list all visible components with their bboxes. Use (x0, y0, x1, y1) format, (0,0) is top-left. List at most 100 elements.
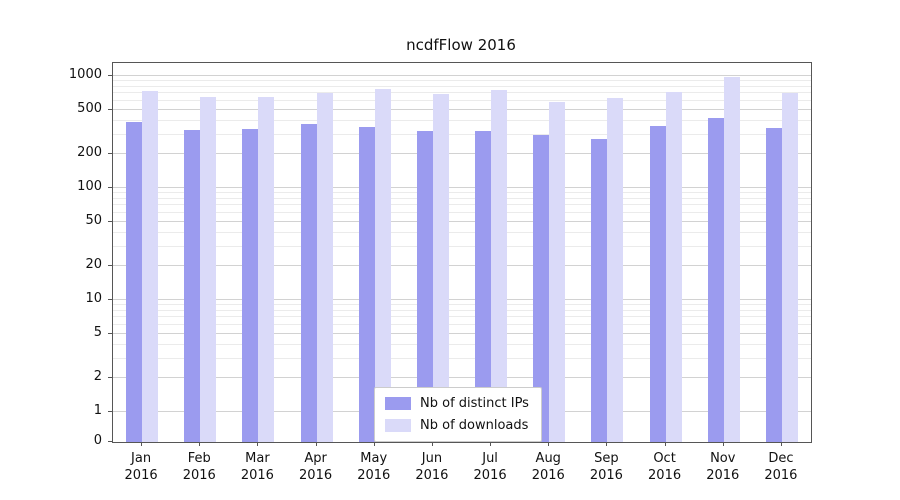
bar-distinct-ips (707, 118, 724, 442)
legend: Nb of distinct IPs Nb of downloads (374, 387, 542, 442)
y-tick-mark (108, 75, 112, 76)
y-tick-mark (108, 187, 112, 188)
x-tick-label: Dec 2016 (764, 451, 798, 483)
bar-downloads (549, 101, 566, 442)
y-tick-label: 5 (93, 324, 102, 340)
major-gridline (113, 299, 811, 300)
bar-downloads (781, 93, 798, 442)
major-gridline (113, 332, 811, 334)
x-tick-label: Jun 2016 (415, 451, 449, 483)
legend-label-distinct-ips: Nb of distinct IPs (420, 396, 529, 411)
x-tick-mark (199, 442, 201, 446)
minor-gridline (113, 309, 811, 311)
x-tick-label: Feb 2016 (182, 451, 216, 483)
chart-title: ncdfFlow 2016 (406, 36, 516, 54)
minor-gridline (113, 357, 811, 359)
y-tick-label: 100 (77, 179, 102, 194)
legend-label-downloads: Nb of downloads (420, 418, 529, 433)
bar-downloads (200, 96, 217, 442)
y-tick-label: 1 (93, 403, 102, 418)
minor-gridline (113, 343, 811, 345)
bar-downloads (374, 88, 391, 442)
y-tick-label: 0 (93, 433, 102, 448)
major-gridline (113, 75, 811, 76)
x-tick-label: Mar 2016 (240, 451, 274, 483)
minor-gridline (113, 192, 811, 194)
y-tick-mark (108, 108, 112, 110)
minor-gridline (113, 119, 811, 121)
y-tick-label: 1000 (68, 67, 102, 82)
y-tick-mark (108, 299, 112, 300)
major-gridline (113, 153, 811, 155)
bar-distinct-ips (358, 127, 375, 442)
y-tick-mark (108, 220, 112, 222)
x-tick-mark (780, 442, 782, 446)
minor-gridline (113, 211, 811, 213)
bar-distinct-ips (300, 124, 317, 442)
y-tick-label: 500 (77, 100, 102, 116)
minor-gridline (113, 204, 811, 206)
y-tick-mark (108, 153, 112, 155)
minor-gridline (113, 80, 811, 82)
minor-gridline (113, 245, 811, 247)
minor-gridline (113, 197, 811, 199)
x-tick-mark (373, 442, 375, 446)
major-gridline (113, 187, 811, 188)
x-tick-label: Sep 2016 (589, 451, 623, 483)
x-tick-mark (141, 442, 143, 446)
y-tick-label: 20 (85, 257, 102, 273)
minor-gridline (113, 304, 811, 306)
y-tick-mark (108, 265, 112, 267)
bar-distinct-ips (591, 138, 608, 442)
major-gridline (113, 108, 811, 110)
minor-gridline (113, 133, 811, 135)
bar-distinct-ips (242, 129, 259, 442)
plot-area (112, 62, 812, 443)
x-tick-label: Jan 2016 (124, 451, 158, 483)
minor-gridline (113, 99, 811, 101)
bar-distinct-ips (126, 121, 143, 442)
y-tick-label: 2 (93, 369, 102, 385)
minor-gridline (113, 323, 811, 325)
x-tick-mark (664, 442, 666, 446)
major-gridline (113, 377, 811, 379)
x-tick-label: Aug 2016 (531, 451, 565, 483)
x-tick-label: Nov 2016 (706, 451, 740, 483)
bar-downloads (432, 94, 449, 442)
legend-item-distinct-ips: Nb of distinct IPs (385, 396, 529, 411)
bar-distinct-ips (533, 135, 550, 442)
x-tick-mark (431, 442, 433, 446)
legend-swatch-downloads (385, 419, 411, 432)
y-tick-mark (108, 411, 112, 412)
y-tick-mark (108, 441, 112, 442)
minor-gridline (113, 92, 811, 94)
x-tick-mark (257, 442, 259, 446)
x-tick-label: Apr 2016 (299, 451, 333, 483)
bar-downloads (665, 92, 682, 442)
bar-distinct-ips (416, 131, 433, 442)
y-tick-label: 10 (85, 291, 102, 306)
legend-item-downloads: Nb of downloads (385, 418, 529, 433)
y-tick-label: 200 (77, 145, 102, 161)
x-tick-label: May 2016 (357, 451, 391, 483)
bar-downloads (607, 98, 624, 442)
bar-distinct-ips (765, 128, 782, 442)
x-tick-mark (606, 442, 608, 446)
x-tick-mark (315, 442, 317, 446)
bar-distinct-ips (184, 129, 201, 442)
bar-distinct-ips (649, 126, 666, 442)
y-tick-label: 50 (85, 212, 102, 228)
x-tick-mark (548, 442, 550, 446)
x-tick-mark (722, 442, 724, 446)
bar-distinct-ips (475, 131, 492, 442)
legend-swatch-distinct-ips (385, 397, 411, 410)
major-gridline (113, 220, 811, 222)
bar-downloads (142, 91, 159, 442)
minor-gridline (113, 316, 811, 318)
minor-gridline (113, 231, 811, 233)
bar-downloads (258, 96, 275, 442)
bar-downloads (491, 90, 508, 442)
x-tick-label: Oct 2016 (648, 451, 682, 483)
bar-downloads (723, 76, 740, 442)
